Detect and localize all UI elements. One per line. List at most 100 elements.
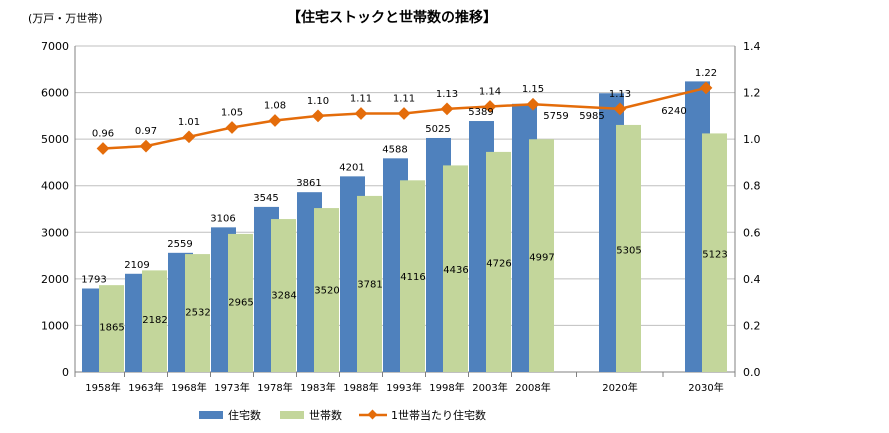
- x-tick-label: 2030年: [688, 381, 723, 394]
- y2-tick-label: 0.0: [743, 366, 761, 379]
- data-label-houses: 2109: [124, 260, 149, 271]
- x-tick-label: 1998年: [429, 381, 464, 394]
- data-label-ratio: 1.13: [609, 89, 631, 100]
- bar-households: [357, 195, 382, 372]
- data-labels: 1793 2109 2559 3106 3545 3861 4201 4588 5025 5389…: [81, 68, 727, 333]
- legend-label-ratio: 1世帯当たり住宅数: [391, 408, 486, 422]
- data-label-households: 2532: [185, 307, 210, 318]
- y2-tick-label: 1.0: [743, 133, 761, 146]
- ratio-point: [268, 114, 282, 127]
- x-tick-label: 1993年: [386, 381, 421, 394]
- y2-tick-label: 0.2: [743, 319, 761, 332]
- axes: 0 1000 2000 3000 4000 5000 6000 7000 0.0 0.2 0.4 0.…: [41, 40, 761, 394]
- y-tick-label: 5000: [41, 133, 69, 146]
- x-tick-label: 1978年: [257, 381, 292, 394]
- chart-title: 【住宅ストックと世帯数の推移】: [287, 9, 497, 26]
- data-label-houses: 3545: [253, 193, 278, 204]
- y-tick-label: 6000: [41, 87, 69, 100]
- bar-households: [314, 208, 339, 372]
- legend-swatch-households: [280, 411, 304, 419]
- bar-households: [443, 165, 468, 372]
- data-label-households: 4997: [529, 252, 554, 263]
- legend-swatch-ratio-marker: [367, 409, 378, 420]
- x-tick-label: 1973年: [214, 381, 249, 394]
- legend: 住宅数 世帯数 1世帯当たり住宅数: [199, 408, 486, 422]
- ratio-point: [225, 121, 239, 134]
- data-label-houses: 4201: [339, 162, 364, 173]
- data-label-houses: 5985: [579, 111, 604, 122]
- x-tick-label: 1958年: [85, 381, 120, 394]
- legend-swatch-houses: [199, 411, 223, 419]
- data-label-houses: 6240: [661, 106, 686, 117]
- legend-label-houses: 住宅数: [228, 408, 261, 422]
- bar-households: [529, 139, 554, 372]
- ratio-point: [483, 100, 497, 113]
- data-label-ratio: 1.14: [479, 87, 501, 98]
- y-axis-unit-label: (万戸・万世帯): [28, 12, 103, 25]
- y2-tick-label: 1.4: [743, 40, 761, 53]
- data-label-houses: 5759: [543, 111, 568, 122]
- data-label-houses: 3106: [210, 213, 235, 224]
- x-tick-label: 2008年: [515, 381, 550, 394]
- data-label-households: 4726: [486, 258, 511, 269]
- y-tick-label: 2000: [41, 273, 69, 286]
- bar-households: [486, 151, 511, 372]
- data-label-houses: 3861: [296, 178, 321, 189]
- bar-households: [400, 180, 425, 372]
- x-tick-label: 1988年: [343, 381, 378, 394]
- bar-households: [185, 254, 210, 372]
- data-label-houses: 4588: [382, 144, 407, 155]
- y-tick-label: 4000: [41, 180, 69, 193]
- y-tick-label: 3000: [41, 226, 69, 239]
- ratio-line: [96, 81, 713, 155]
- y2-tick-label: 0.4: [743, 273, 761, 286]
- bar-households: [616, 124, 641, 372]
- bar-households: [271, 219, 296, 372]
- data-label-houses: 5389: [468, 107, 493, 118]
- x-tick-label: 2020年: [602, 381, 637, 394]
- y2-tick-label: 0.6: [743, 226, 761, 239]
- ratio-point: [440, 102, 454, 116]
- bar-households: [99, 285, 124, 372]
- ratio-point: [397, 107, 411, 120]
- data-label-ratio: 1.05: [221, 108, 243, 119]
- data-label-households: 4436: [443, 265, 468, 276]
- data-label-households: 3781: [357, 279, 382, 290]
- y-tick-label: 1000: [41, 319, 69, 332]
- data-label-households: 3520: [314, 285, 339, 296]
- data-label-ratio: 1.15: [522, 84, 544, 95]
- data-label-ratio: 1.10: [307, 96, 329, 107]
- data-label-households: 5123: [702, 249, 727, 260]
- y-tick-label: 7000: [41, 40, 69, 53]
- data-label-households: 2182: [142, 315, 167, 326]
- data-label-houses: 2559: [167, 239, 192, 250]
- data-label-houses: 5025: [425, 124, 450, 135]
- bars: [82, 81, 727, 373]
- y-tick-label: 0: [62, 366, 69, 379]
- ratio-point: [311, 109, 325, 123]
- ratio-point: [139, 139, 153, 153]
- ratio-point: [182, 130, 196, 144]
- x-tick-label: 2003年: [472, 381, 507, 394]
- data-label-households: 4116: [400, 272, 425, 283]
- x-tick-label: 1983年: [300, 381, 335, 394]
- x-tick-label: 1963年: [128, 381, 163, 394]
- data-label-households: 3284: [271, 291, 296, 302]
- legend-label-households: 世帯数: [309, 409, 342, 422]
- data-label-ratio: 1.01: [178, 117, 200, 128]
- ratio-point: [354, 107, 368, 120]
- data-label-households: 2965: [228, 298, 253, 309]
- data-label-ratio: 0.96: [92, 128, 114, 139]
- data-label-ratio: 1.08: [264, 101, 286, 112]
- data-label-ratio: 1.11: [350, 94, 372, 105]
- data-label-ratio: 0.97: [135, 126, 157, 137]
- data-label-ratio: 1.13: [436, 89, 458, 100]
- ratio-point: [96, 142, 110, 155]
- y2-tick-label: 1.2: [743, 87, 761, 100]
- data-label-houses: 1793: [81, 274, 106, 285]
- x-tick-label: 1968年: [171, 381, 206, 394]
- data-label-households: 1865: [99, 322, 124, 333]
- y2-tick-label: 0.8: [743, 180, 761, 193]
- data-label-ratio: 1.11: [393, 94, 415, 105]
